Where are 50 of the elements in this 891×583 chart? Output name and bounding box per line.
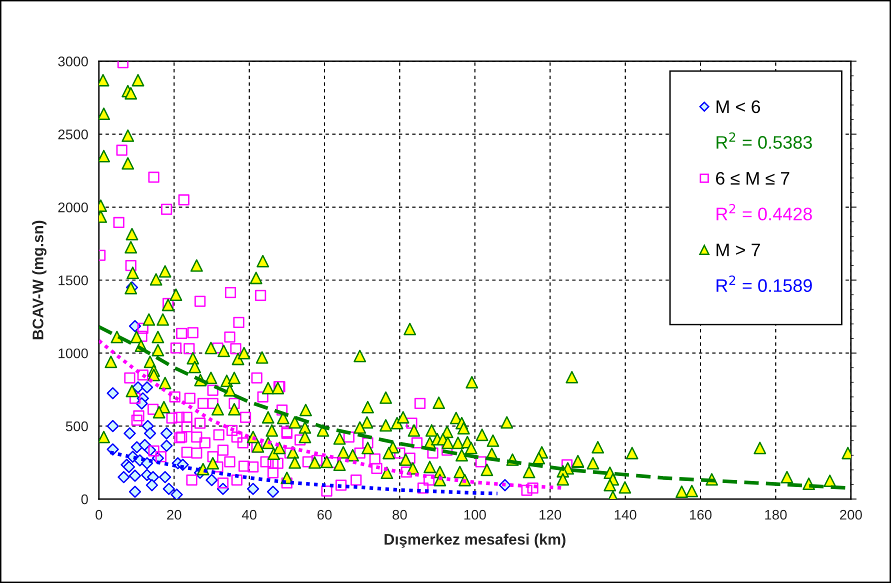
x-tick-label: 160: [690, 510, 712, 520]
x-tick-label: 60: [317, 510, 332, 520]
x-axis-title: Dışmerkez mesafesi (km): [384, 534, 566, 548]
point: [140, 381, 154, 394]
x-tick-label: 40: [242, 510, 256, 520]
point: [144, 427, 156, 440]
point: [216, 482, 230, 495]
point: [266, 486, 280, 498]
point: [128, 470, 142, 482]
x-tick-label: 200: [840, 510, 862, 520]
y-tick-label: 3000: [58, 56, 88, 66]
x-tick-label: 20: [167, 510, 182, 520]
point: [158, 471, 172, 484]
annotation: R$^{2}$ = 0.4428: [716, 204, 812, 220]
point: [160, 440, 173, 452]
x-tick-label: 80: [392, 510, 407, 520]
legend-label: M < 6: [716, 100, 760, 114]
point: [170, 488, 183, 500]
legend-label: 6 ≤ M ≤ 7: [716, 172, 790, 185]
y-tick-label: 2000: [58, 202, 88, 212]
point: [128, 320, 142, 332]
point: [206, 474, 218, 486]
point: [106, 387, 119, 400]
x-tick-label: 180: [765, 510, 787, 520]
point: [160, 427, 173, 440]
y-axis-title: BCAV-W (mg.sn): [32, 220, 46, 340]
legend-label: M > 7: [716, 244, 760, 256]
point: [146, 471, 160, 484]
point: [144, 444, 156, 456]
annotation: R$^{2}$ = 0.5383: [716, 132, 812, 149]
y-tick-label: 500: [66, 421, 88, 432]
y-tick-label: 0: [81, 494, 88, 504]
point: [140, 457, 154, 470]
y-tick-label: 2500: [58, 130, 88, 140]
point: [162, 482, 175, 495]
point: [136, 397, 148, 410]
x-tick-label: 140: [614, 510, 636, 520]
point: [118, 471, 130, 484]
point: [246, 482, 260, 495]
x-tick-label: 120: [540, 510, 562, 520]
x-tick-label: 100: [464, 510, 486, 520]
x-tick-label: 0: [96, 510, 102, 520]
annotation: R$^{2}$ = 0.1589: [716, 276, 812, 292]
point: [122, 460, 136, 474]
y-tick-label: 1000: [58, 348, 88, 358]
point: [146, 479, 158, 492]
point: [124, 427, 136, 440]
point: [106, 420, 119, 432]
point: [128, 486, 142, 498]
y-tick-label: 1500: [58, 275, 88, 286]
